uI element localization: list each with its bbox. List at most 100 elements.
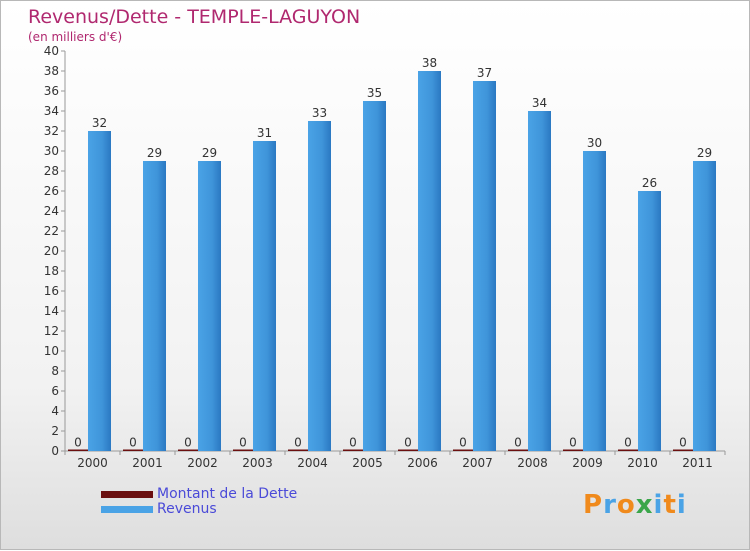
y-tick-label: 4: [51, 404, 59, 418]
bar-dette: [343, 449, 363, 451]
y-tick-label: 28: [44, 164, 59, 178]
value-label-revenus: 34: [532, 96, 547, 110]
bar-dette: [123, 449, 143, 451]
value-label-revenus: 30: [587, 136, 602, 150]
x-tick-label: 2007: [462, 456, 493, 470]
logo-letter: o: [616, 490, 636, 520]
bar-revenus: [88, 131, 111, 451]
y-tick-label: 26: [44, 184, 59, 198]
y-tick-label: 36: [44, 84, 59, 98]
logo-letter: t: [663, 490, 677, 520]
bars: [68, 71, 716, 451]
value-label-revenus: 35: [367, 86, 382, 100]
bar-revenus: [363, 101, 386, 451]
value-label-dette: 0: [624, 436, 632, 450]
y-tick-label: 22: [44, 224, 59, 238]
bar-dette: [508, 449, 528, 451]
value-label-dette: 0: [294, 436, 302, 450]
value-label-dette: 0: [239, 436, 247, 450]
chart-subtitle: (en milliers d'€): [28, 30, 123, 44]
value-label-dette: 0: [349, 436, 357, 450]
y-tick-label: 16: [44, 284, 59, 298]
x-tick-label: 2002: [187, 456, 218, 470]
bar-dette: [233, 449, 253, 451]
value-label-revenus: 29: [202, 146, 217, 160]
legend-label-revenus: Revenus: [157, 501, 217, 517]
bar-dette: [453, 449, 473, 451]
x-tick-label: 2009: [572, 456, 603, 470]
value-label-dette: 0: [459, 436, 467, 450]
value-label-dette: 0: [569, 436, 577, 450]
bar-revenus: [308, 121, 331, 451]
logo-letter: i: [676, 490, 687, 520]
y-tick-label: 32: [44, 124, 59, 138]
value-label-dette: 0: [404, 436, 412, 450]
bar-revenus: [583, 151, 606, 451]
y-tick-label: 20: [44, 244, 59, 258]
bar-dette: [178, 449, 198, 451]
x-tick-label: 2001: [132, 456, 163, 470]
bar-dette: [673, 449, 693, 451]
y-tick-label: 12: [44, 324, 59, 338]
bar-dette: [618, 449, 638, 451]
proxiti-logo: Proxiti: [583, 490, 687, 520]
bar-dette: [563, 449, 583, 451]
bar-dette: [398, 449, 418, 451]
x-tick-label: 2000: [77, 456, 108, 470]
bar-revenus: [418, 71, 441, 451]
bar-revenus: [143, 161, 166, 451]
legend-label-dette: Montant de la Dette: [157, 486, 298, 502]
logo-letter: r: [603, 490, 617, 520]
y-tick-label: 14: [44, 304, 59, 318]
value-label-revenus: 37: [477, 66, 492, 80]
y-tick-label: 30: [44, 144, 59, 158]
logo-letter: i: [653, 490, 664, 520]
legend-swatch-dette: [101, 491, 153, 498]
value-label-revenus: 32: [92, 116, 107, 130]
x-tick-label: 2005: [352, 456, 383, 470]
bar-revenus: [528, 111, 551, 451]
x-tick-label: 2010: [627, 456, 658, 470]
bar-dette: [288, 449, 308, 451]
bar-revenus: [638, 191, 661, 451]
y-tick-label: 10: [44, 344, 59, 358]
y-tick-label: 24: [44, 204, 59, 218]
axes: 0246810121416182022242628303234363840200…: [44, 44, 726, 470]
y-tick-label: 2: [51, 424, 59, 438]
bar-revenus: [253, 141, 276, 451]
value-label-revenus: 26: [642, 176, 657, 190]
value-label-revenus: 29: [147, 146, 162, 160]
bar-dette: [68, 449, 88, 451]
y-tick-label: 0: [51, 444, 59, 458]
x-tick-label: 2011: [682, 456, 713, 470]
value-label-dette: 0: [679, 436, 687, 450]
labels: 0 32 0 29 0 29 0 31 0 33 0 35 0 38 0 37 0 34 0 30 0 26 0 29: [74, 56, 712, 450]
value-label-revenus: 29: [697, 146, 712, 160]
chart-title: Revenus/Dette - TEMPLE-LAGUYON: [28, 6, 361, 28]
value-label-dette: 0: [184, 436, 192, 450]
value-label-dette: 0: [74, 436, 82, 450]
bar-revenus: [693, 161, 716, 451]
x-tick-label: 2003: [242, 456, 273, 470]
bar-revenus: [473, 81, 496, 451]
value-label-revenus: 38: [422, 56, 437, 70]
y-tick-label: 34: [44, 104, 59, 118]
value-label-dette: 0: [514, 436, 522, 450]
x-tick-label: 2004: [297, 456, 328, 470]
logo-letter: x: [635, 490, 654, 520]
logo-letter: P: [583, 490, 604, 520]
y-tick-label: 40: [44, 44, 59, 58]
y-tick-label: 6: [51, 384, 59, 398]
y-tick-label: 8: [51, 364, 59, 378]
value-label-revenus: 31: [257, 126, 272, 140]
y-tick-label: 38: [44, 64, 59, 78]
bar-revenus: [198, 161, 221, 451]
value-label-dette: 0: [129, 436, 137, 450]
x-tick-label: 2006: [407, 456, 438, 470]
legend-swatch-revenus: [101, 506, 153, 513]
y-tick-label: 18: [44, 264, 59, 278]
x-tick-label: 2008: [517, 456, 548, 470]
value-label-revenus: 33: [312, 106, 327, 120]
